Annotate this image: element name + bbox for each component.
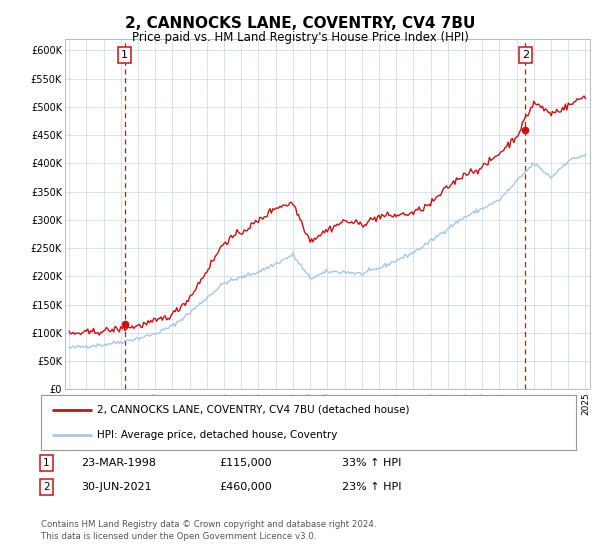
Text: 1: 1 bbox=[121, 50, 128, 60]
Text: Price paid vs. HM Land Registry's House Price Index (HPI): Price paid vs. HM Land Registry's House … bbox=[131, 31, 469, 44]
Text: 23-MAR-1998: 23-MAR-1998 bbox=[81, 458, 156, 468]
Text: £115,000: £115,000 bbox=[219, 458, 272, 468]
Text: 1: 1 bbox=[43, 458, 50, 468]
Text: 33% ↑ HPI: 33% ↑ HPI bbox=[342, 458, 401, 468]
Text: £460,000: £460,000 bbox=[219, 482, 272, 492]
Text: 2, CANNOCKS LANE, COVENTRY, CV4 7BU (detached house): 2, CANNOCKS LANE, COVENTRY, CV4 7BU (det… bbox=[97, 405, 409, 414]
Text: Contains HM Land Registry data © Crown copyright and database right 2024.: Contains HM Land Registry data © Crown c… bbox=[41, 520, 376, 529]
Text: 30-JUN-2021: 30-JUN-2021 bbox=[81, 482, 152, 492]
Text: 23% ↑ HPI: 23% ↑ HPI bbox=[342, 482, 401, 492]
Text: This data is licensed under the Open Government Licence v3.0.: This data is licensed under the Open Gov… bbox=[41, 532, 316, 541]
Text: 2: 2 bbox=[43, 482, 50, 492]
Text: 2, CANNOCKS LANE, COVENTRY, CV4 7BU: 2, CANNOCKS LANE, COVENTRY, CV4 7BU bbox=[125, 16, 475, 31]
Text: 2: 2 bbox=[521, 50, 529, 60]
Text: HPI: Average price, detached house, Coventry: HPI: Average price, detached house, Cove… bbox=[97, 430, 337, 440]
